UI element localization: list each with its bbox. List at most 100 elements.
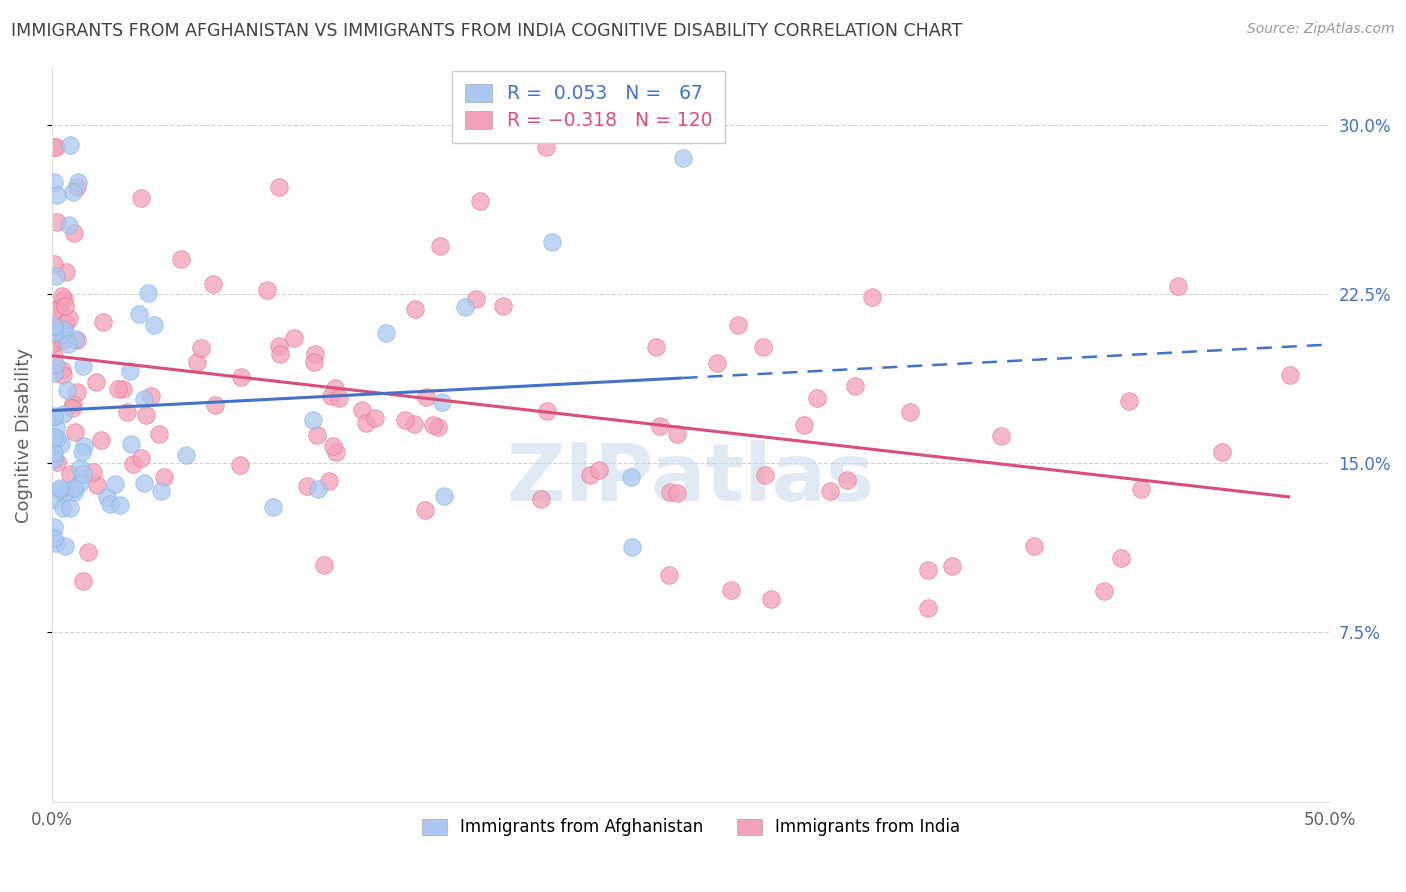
Point bbox=[44, 445, 66, 459]
Point bbox=[44, 366, 66, 380]
Point bbox=[413, 502, 436, 516]
Point bbox=[129, 191, 152, 205]
Point bbox=[318, 474, 340, 488]
Point bbox=[860, 290, 883, 304]
Point bbox=[53, 323, 76, 337]
Point bbox=[727, 318, 749, 333]
Point bbox=[76, 544, 98, 558]
Y-axis label: Cognitive Disability: Cognitive Disability bbox=[15, 348, 32, 523]
Point bbox=[44, 304, 66, 318]
Point bbox=[267, 180, 290, 194]
Point bbox=[63, 425, 86, 439]
Point bbox=[44, 256, 66, 270]
Point bbox=[52, 407, 75, 421]
Point bbox=[108, 498, 131, 512]
Point bbox=[588, 463, 610, 477]
Point bbox=[143, 318, 166, 332]
Point bbox=[52, 326, 75, 341]
Legend: Immigrants from Afghanistan, Immigrants from India: Immigrants from Afghanistan, Immigrants … bbox=[413, 810, 969, 845]
Point bbox=[1092, 584, 1115, 599]
Point bbox=[66, 179, 89, 194]
Point bbox=[107, 382, 129, 396]
Point bbox=[55, 317, 77, 331]
Text: ZIPatlas: ZIPatlas bbox=[506, 440, 875, 518]
Point bbox=[45, 215, 67, 229]
Point bbox=[63, 484, 86, 499]
Point bbox=[136, 286, 159, 301]
Point bbox=[621, 540, 644, 554]
Point bbox=[1118, 394, 1140, 409]
Point bbox=[427, 420, 450, 434]
Point bbox=[52, 334, 75, 348]
Point bbox=[402, 417, 425, 432]
Point bbox=[60, 401, 83, 416]
Point bbox=[752, 340, 775, 354]
Point bbox=[62, 185, 84, 199]
Point bbox=[44, 336, 66, 351]
Point bbox=[91, 315, 114, 329]
Point bbox=[433, 489, 456, 503]
Point bbox=[131, 451, 153, 466]
Point bbox=[44, 357, 66, 371]
Point bbox=[658, 484, 681, 499]
Point bbox=[56, 337, 79, 351]
Point bbox=[86, 478, 108, 492]
Point bbox=[65, 332, 87, 346]
Point bbox=[69, 476, 91, 491]
Point bbox=[404, 302, 426, 317]
Point bbox=[325, 445, 347, 459]
Point bbox=[53, 299, 76, 313]
Point bbox=[658, 568, 681, 582]
Point bbox=[96, 491, 118, 505]
Point bbox=[58, 218, 80, 232]
Point bbox=[49, 483, 72, 498]
Point bbox=[46, 188, 69, 202]
Point bbox=[135, 409, 157, 423]
Point bbox=[53, 292, 76, 306]
Point bbox=[48, 481, 70, 495]
Point bbox=[55, 265, 77, 279]
Point bbox=[52, 368, 75, 382]
Text: IMMIGRANTS FROM AFGHANISTAN VS IMMIGRANTS FROM INDIA COGNITIVE DISABILITY CORREL: IMMIGRANTS FROM AFGHANISTAN VS IMMIGRANT… bbox=[11, 22, 963, 40]
Point bbox=[364, 411, 387, 425]
Point bbox=[104, 476, 127, 491]
Point bbox=[72, 359, 94, 373]
Point bbox=[820, 484, 842, 499]
Point bbox=[48, 301, 70, 316]
Point bbox=[44, 327, 66, 342]
Point bbox=[415, 390, 437, 404]
Point bbox=[73, 439, 96, 453]
Point bbox=[422, 418, 444, 433]
Point bbox=[149, 484, 172, 499]
Point bbox=[44, 409, 66, 424]
Point bbox=[302, 354, 325, 368]
Point bbox=[72, 467, 94, 481]
Point bbox=[69, 461, 91, 475]
Point bbox=[269, 339, 291, 353]
Point bbox=[190, 342, 212, 356]
Point bbox=[49, 437, 72, 451]
Point bbox=[534, 140, 557, 154]
Point bbox=[44, 140, 66, 154]
Point bbox=[759, 591, 782, 606]
Point bbox=[148, 427, 170, 442]
Point bbox=[58, 310, 80, 325]
Point bbox=[52, 500, 75, 515]
Point bbox=[59, 137, 82, 152]
Point bbox=[322, 439, 344, 453]
Point bbox=[806, 392, 828, 406]
Point bbox=[900, 405, 922, 419]
Point bbox=[44, 409, 66, 423]
Point bbox=[44, 532, 66, 546]
Point bbox=[84, 376, 107, 390]
Point bbox=[1279, 368, 1302, 383]
Point bbox=[45, 269, 67, 284]
Point bbox=[394, 413, 416, 427]
Point bbox=[59, 467, 82, 482]
Point bbox=[72, 574, 94, 588]
Point bbox=[98, 497, 121, 511]
Point bbox=[202, 277, 225, 291]
Point bbox=[44, 334, 66, 349]
Point bbox=[44, 326, 66, 340]
Point bbox=[120, 436, 142, 450]
